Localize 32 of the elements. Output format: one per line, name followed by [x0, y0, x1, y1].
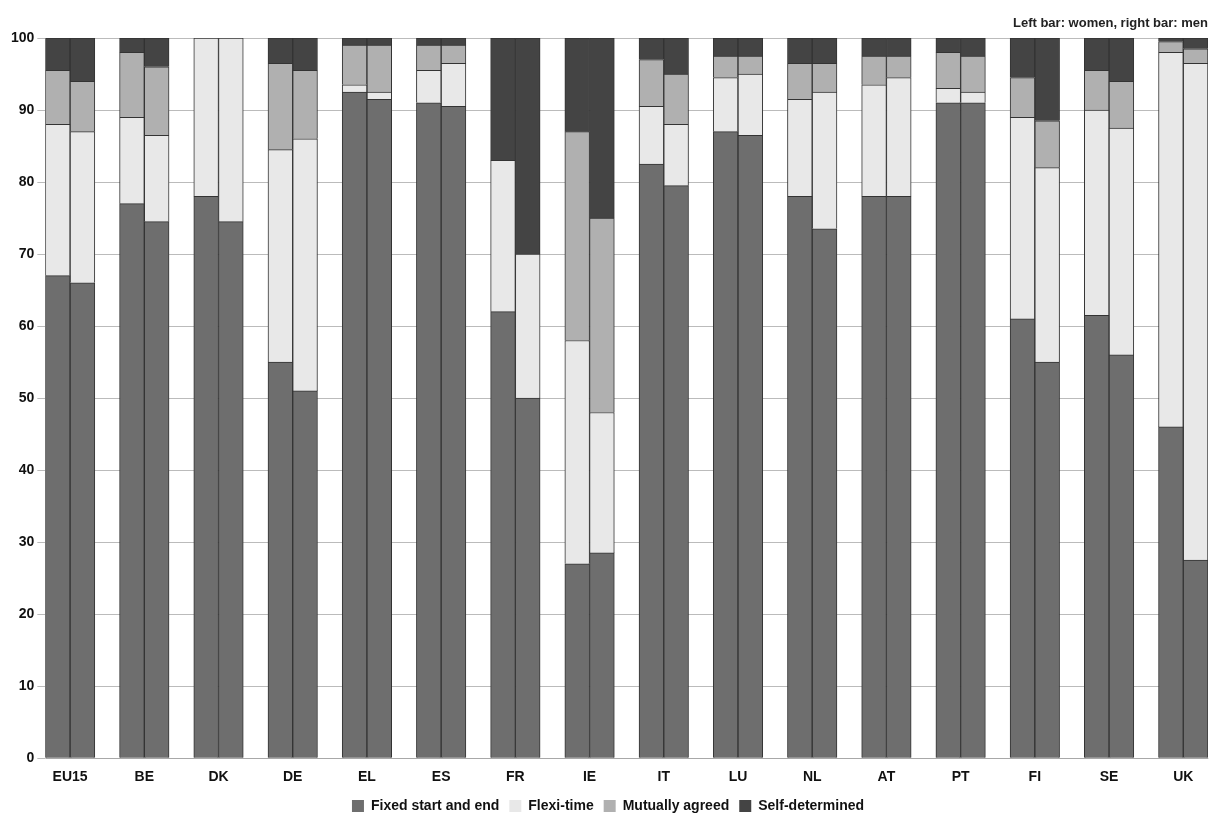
- y-tick-label: 10: [18, 677, 35, 694]
- x-tick-label: DK: [208, 768, 229, 785]
- y-tick-label: 90: [18, 100, 35, 117]
- legend-label: Flexi-time: [528, 796, 594, 813]
- y-tick-label: 40: [18, 460, 35, 477]
- y-tick-label: 60: [18, 316, 35, 333]
- y-tick-label: 100: [11, 28, 35, 45]
- x-tick-label: UK: [1173, 768, 1194, 785]
- y-tick-label: 30: [18, 533, 35, 549]
- x-tick-label: ES: [431, 768, 451, 785]
- x-tick-label: LU: [728, 768, 748, 785]
- x-tick-label: IE: [582, 768, 597, 785]
- x-tick-label: FR: [506, 768, 525, 785]
- legend-label: Self-determined: [758, 796, 865, 813]
- text: Left bar: women, right bar: men: [1012, 15, 1209, 31]
- x-tick-label: FI: [1028, 768, 1042, 785]
- legend-label: Mutually agreed: [622, 796, 730, 813]
- x-tick-label: IT: [657, 768, 671, 785]
- legend-label: Fixed start and end: [370, 796, 500, 813]
- x-tick-label: EU15: [52, 768, 88, 785]
- y-tick-label: 50: [18, 388, 35, 405]
- y-tick-label: 20: [18, 605, 35, 622]
- y-tick-label: 0: [26, 749, 35, 766]
- y-tick-label: 80: [18, 172, 35, 189]
- x-tick-label: EL: [357, 768, 377, 785]
- x-tick-label: NL: [802, 768, 822, 785]
- x-tick-label: BE: [134, 768, 155, 785]
- x-tick-label: SE: [1099, 768, 1119, 785]
- y-tick-label: 70: [18, 244, 35, 261]
- x-tick-label: PT: [951, 768, 971, 785]
- x-tick-label: AT: [877, 768, 896, 785]
- x-tick-label: DE: [283, 768, 303, 785]
